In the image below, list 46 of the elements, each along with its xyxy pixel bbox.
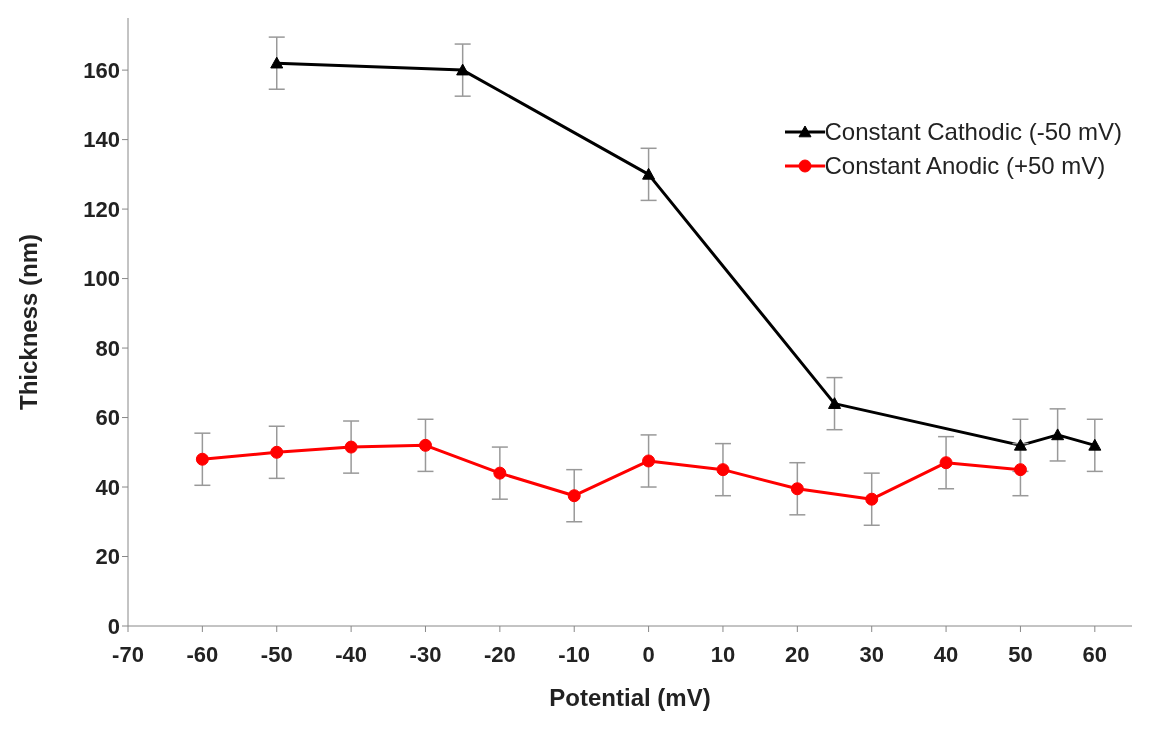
y-tick-label: 60 (95, 405, 120, 431)
y-axis-title: Thickness (nm) (14, 233, 42, 411)
y-tick-label: 40 (95, 474, 120, 500)
legend-label: Constant Anodic (+50 mV) (824, 152, 1106, 180)
y-tick-label: 20 (95, 544, 120, 570)
point (270, 445, 284, 459)
point (828, 397, 842, 409)
point (270, 56, 284, 69)
x-tick-label: 60 (1082, 641, 1108, 667)
x-tick-label: -30 (409, 641, 442, 667)
point (642, 454, 656, 468)
point (790, 482, 804, 496)
x-tick-label: 20 (785, 641, 810, 667)
point (456, 63, 470, 76)
x-axis-title: Potential (mV) (549, 684, 711, 711)
point (939, 456, 953, 470)
point (344, 440, 358, 454)
x-tick-label: -10 (558, 641, 591, 667)
point (1013, 438, 1027, 451)
x-tick-label: 10 (710, 641, 736, 667)
x-tick-label: 50 (1008, 641, 1033, 667)
point (1013, 463, 1027, 477)
y-tick-label: 100 (83, 266, 120, 292)
x-tick-label: -40 (335, 641, 368, 667)
x-tick-label: -20 (483, 641, 516, 667)
legend-label: Constant Cathodic (-50 mV) (824, 118, 1122, 146)
point (493, 466, 507, 480)
y-tick-label: 80 (95, 335, 120, 361)
x-tick-label: -60 (186, 641, 219, 667)
point (567, 489, 581, 503)
x-tick-label: 40 (933, 641, 959, 667)
point (195, 452, 209, 466)
point (716, 463, 730, 477)
y-tick-label: 140 (83, 127, 120, 153)
point (1088, 438, 1102, 451)
y-tick-label: 160 (83, 57, 120, 83)
point (418, 438, 432, 452)
point (865, 492, 879, 506)
point (642, 167, 656, 180)
x-tick-label: 30 (859, 641, 884, 667)
point (1051, 428, 1065, 441)
y-tick-label: 0 (107, 613, 120, 639)
x-tick-label: 0 (642, 641, 655, 667)
x-tick-label: -70 (112, 641, 144, 667)
y-tick-label: 120 (83, 196, 120, 222)
x-tick-label: -50 (260, 641, 293, 667)
